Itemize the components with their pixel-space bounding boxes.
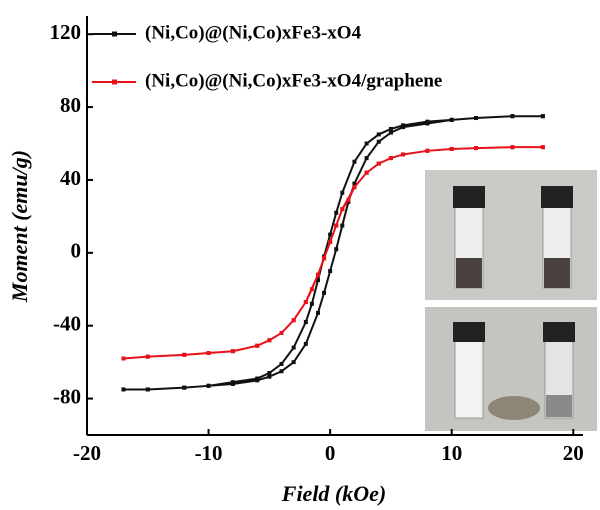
x-tick-label: 10 — [441, 441, 462, 465]
marker — [280, 362, 284, 366]
marker — [280, 331, 284, 335]
marker — [425, 121, 429, 125]
marker — [316, 273, 320, 277]
marker — [541, 145, 545, 149]
marker — [541, 114, 545, 118]
marker — [316, 311, 320, 315]
x-axis-label: Field (kOe) — [281, 481, 386, 506]
marker — [310, 302, 314, 306]
marker — [474, 146, 478, 150]
marker — [207, 351, 211, 355]
marker — [292, 318, 296, 322]
marker — [334, 224, 338, 228]
y-tick-label: 0 — [71, 239, 82, 263]
vial-content — [456, 258, 482, 288]
marker — [365, 142, 369, 146]
marker — [328, 269, 332, 273]
marker — [401, 152, 405, 156]
marker — [377, 162, 381, 166]
legend-marker — [112, 32, 117, 37]
marker — [389, 156, 393, 160]
marker — [510, 145, 514, 149]
marker — [267, 338, 271, 342]
marker — [340, 207, 344, 211]
chart: Field (kOe) Moment (emu/g) -20 -10 0 10 20 -8… — [0, 0, 600, 510]
marker — [401, 125, 405, 129]
marker — [450, 118, 454, 122]
marker — [322, 291, 326, 295]
y-tick-label: -80 — [53, 384, 81, 408]
y-tick-label: -40 — [53, 312, 81, 336]
marker — [267, 375, 271, 379]
marker — [292, 346, 296, 350]
y-tick-label: 40 — [60, 166, 81, 190]
magnet — [488, 396, 540, 420]
x-tick-label: -20 — [73, 441, 101, 465]
vial-cap — [453, 186, 485, 208]
marker — [267, 371, 271, 375]
marker — [389, 131, 393, 135]
marker — [182, 386, 186, 390]
x-tick-label: 20 — [563, 441, 584, 465]
marker — [474, 116, 478, 120]
marker — [334, 211, 338, 215]
marker — [352, 185, 356, 189]
vial-cap — [543, 322, 575, 342]
marker — [121, 356, 125, 360]
y-tick-label: 120 — [50, 20, 82, 44]
marker — [352, 160, 356, 164]
marker — [304, 320, 308, 324]
y-tick-label: 80 — [60, 93, 81, 117]
marker — [207, 384, 211, 388]
marker — [365, 156, 369, 160]
x-tick-label: 0 — [325, 441, 336, 465]
marker — [121, 387, 125, 391]
marker — [146, 387, 150, 391]
x-tick-label: -10 — [195, 441, 223, 465]
marker — [450, 147, 454, 151]
marker — [328, 240, 332, 244]
marker — [510, 114, 514, 118]
marker — [280, 369, 284, 373]
marker — [340, 224, 344, 228]
vial-content — [544, 258, 570, 288]
marker — [377, 132, 381, 136]
legend-label: (Ni,Co)@(Ni,Co)xFe3-xO4 — [145, 22, 362, 43]
marker — [146, 355, 150, 359]
vial-cap — [541, 186, 573, 208]
marker — [334, 247, 338, 251]
marker — [304, 342, 308, 346]
vial — [455, 336, 483, 418]
marker — [425, 149, 429, 153]
marker — [310, 287, 314, 291]
y-axis-label: Moment (emu/g) — [7, 150, 32, 303]
vial-content — [546, 395, 572, 417]
marker — [182, 353, 186, 357]
marker — [322, 256, 326, 260]
marker — [377, 140, 381, 144]
marker — [255, 378, 259, 382]
legend-marker — [112, 80, 117, 85]
marker — [346, 198, 350, 202]
marker — [340, 191, 344, 195]
marker — [389, 127, 393, 131]
marker — [365, 171, 369, 175]
marker — [231, 382, 235, 386]
inset-photos — [425, 170, 597, 431]
marker — [255, 344, 259, 348]
vial-cap — [453, 322, 485, 342]
legend-label: (Ni,Co)@(Ni,Co)xFe3-xO4/graphene — [145, 70, 442, 91]
marker — [231, 349, 235, 353]
marker — [304, 300, 308, 304]
marker — [292, 360, 296, 364]
